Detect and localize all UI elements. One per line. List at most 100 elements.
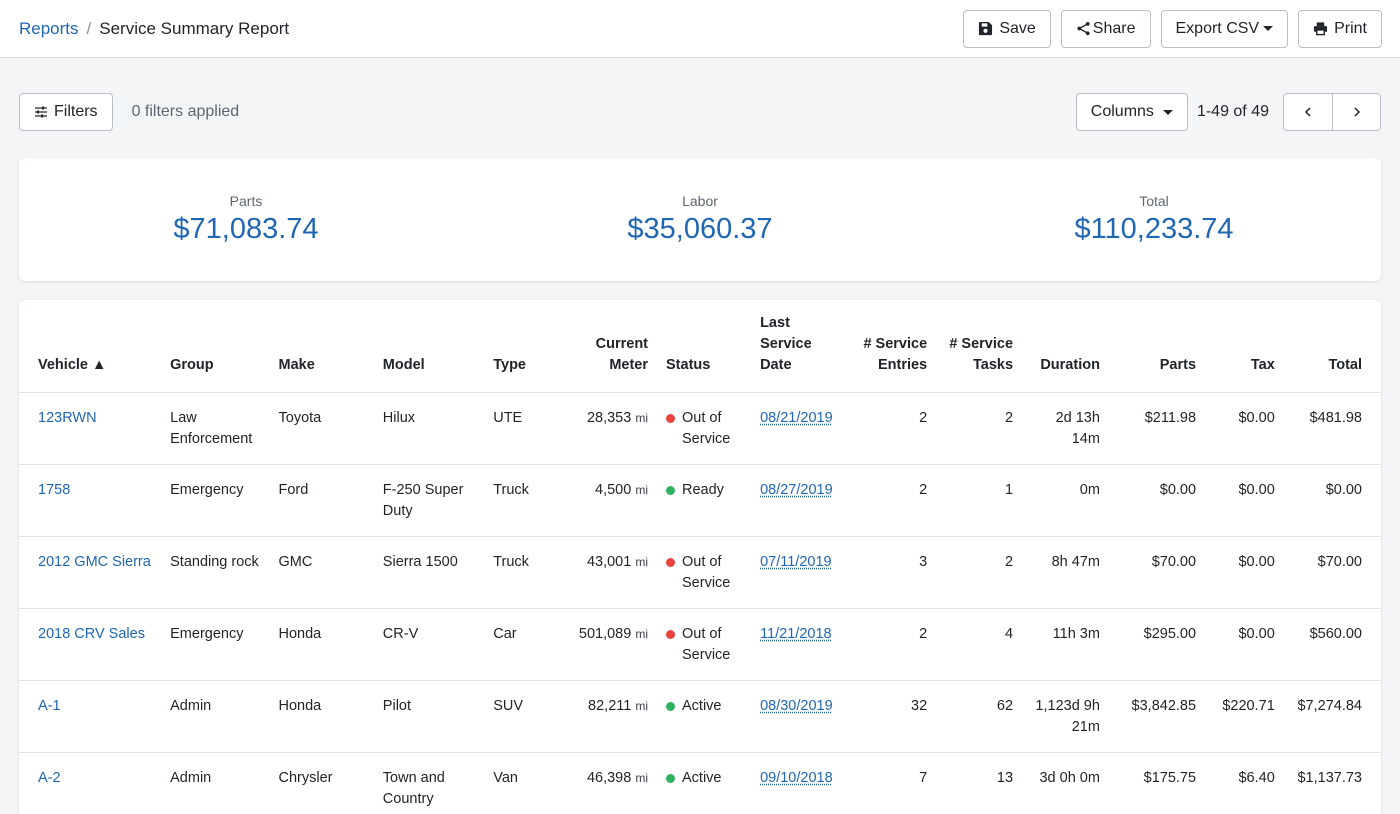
cell-status: Active	[657, 680, 752, 753]
next-page-button[interactable]	[1332, 94, 1380, 130]
column-header-group[interactable]: Group	[161, 300, 270, 393]
last-service-date-link[interactable]: 09/10/2018	[760, 769, 833, 786]
cell-parts: $0.00	[1108, 464, 1206, 537]
table-row[interactable]: 2018 CRV Sales Emergency Honda CR-V Car 501,0…	[19, 608, 1381, 681]
cell-last-service-date: 08/30/2019	[751, 680, 850, 753]
cell-last-service-date: 08/27/2019	[751, 464, 850, 537]
cell-duration: 2d 13h 14m	[1022, 392, 1109, 465]
column-header-current-meter[interactable]: Current Meter	[558, 300, 658, 393]
status-dot-icon	[666, 701, 676, 711]
summary-labor-value: $35,060.37	[627, 213, 773, 245]
print-button[interactable]: Print	[1298, 9, 1382, 48]
table-header-row: Vehicle ▲ Group Make Model Type Current …	[19, 300, 1381, 393]
cell-model: F-250 Super Duty	[373, 464, 485, 537]
vehicle-link[interactable]: A-1	[19, 680, 162, 753]
column-header-tax[interactable]: Tax	[1205, 300, 1284, 393]
last-service-date-link[interactable]: 07/11/2019	[760, 553, 832, 570]
columns-button[interactable]: Columns	[1075, 93, 1188, 131]
summary-parts: Parts $71,083.74	[19, 158, 473, 281]
sliders-icon	[34, 105, 48, 119]
cell-model: Pilot	[373, 680, 485, 753]
column-header-vehicle[interactable]: Vehicle ▲	[19, 300, 162, 393]
last-service-date-link[interactable]: 08/30/2019	[760, 697, 833, 714]
cell-parts: $70.00	[1108, 536, 1206, 609]
column-header-service-tasks[interactable]: # Service Tasks	[936, 300, 1023, 393]
previous-page-button[interactable]	[1284, 94, 1332, 130]
meter-value: 28,353	[586, 409, 632, 426]
vehicle-link[interactable]: 1758	[19, 464, 162, 537]
table-row[interactable]: A-2 Admin Chrysler Town and Country Van 46,39…	[19, 752, 1381, 814]
column-header-type[interactable]: Type	[484, 300, 559, 393]
cell-current-meter: 4,500 mi	[558, 464, 658, 537]
last-service-date-link[interactable]: 08/21/2019	[760, 409, 833, 426]
column-header-duration[interactable]: Duration	[1022, 300, 1109, 393]
meter-value: 501,089	[578, 625, 632, 642]
share-button[interactable]: Share	[1060, 9, 1151, 48]
meter-unit: mi	[635, 410, 649, 425]
table-row[interactable]: 2012 GMC Sierra Standing rock GMC Sierra 15…	[19, 536, 1381, 609]
column-header-model[interactable]: Model	[373, 300, 485, 393]
cell-type: SUV	[484, 680, 559, 753]
status-label: Active	[682, 697, 722, 714]
chevron-right-icon	[1353, 107, 1360, 117]
summary-parts-value: $71,083.74	[173, 213, 319, 245]
cell-service-tasks: 1	[936, 464, 1023, 537]
vehicle-link[interactable]: 2012 GMC Sierra	[19, 536, 162, 609]
filters-button[interactable]: Filters	[19, 93, 113, 131]
status-dot-icon	[666, 485, 676, 495]
save-button[interactable]: Save	[963, 9, 1051, 48]
table-row[interactable]: 123RWN Law Enforcement Toyota Hilux UTE 28,35…	[19, 392, 1381, 465]
cell-make: Toyota	[269, 392, 374, 465]
cell-tax: $0.00	[1205, 536, 1284, 609]
columns-label: Columns	[1090, 103, 1154, 120]
last-service-date-link[interactable]: 11/21/2018	[760, 625, 832, 642]
cell-total: $1,137.73	[1283, 752, 1381, 814]
chevron-down-icon	[1263, 26, 1274, 31]
cell-group: Admin	[161, 752, 270, 814]
vehicle-link[interactable]: 123RWN	[19, 392, 162, 465]
cell-duration: 11h 3m	[1022, 608, 1109, 681]
summary-card: Parts $71,083.74 Labor $35,060.37 Total …	[19, 158, 1381, 281]
column-header-service-entries[interactable]: # Service Entries	[849, 300, 937, 393]
column-header-make[interactable]: Make	[269, 300, 374, 393]
cell-make: GMC	[269, 536, 374, 609]
export-csv-button[interactable]: Export CSV	[1160, 9, 1289, 48]
cell-service-tasks: 62	[936, 680, 1023, 753]
breadcrumb-separator: /	[86, 18, 92, 38]
column-header-status[interactable]: Status	[657, 300, 752, 393]
column-header-parts[interactable]: Parts	[1108, 300, 1206, 393]
cell-parts: $211.98	[1108, 392, 1206, 465]
cell-parts: $175.75	[1108, 752, 1206, 814]
export-csv-label: Export CSV	[1175, 19, 1260, 37]
cell-duration: 3d 0h 0m	[1022, 752, 1109, 814]
meter-unit: mi	[635, 698, 649, 713]
cell-type: Car	[484, 608, 559, 681]
breadcrumb-reports-link[interactable]: Reports	[19, 18, 79, 38]
cell-current-meter: 46,398 mi	[558, 752, 658, 814]
print-label: Print	[1334, 19, 1367, 37]
filters-applied-text: 0 filters applied	[131, 103, 240, 120]
vehicle-link[interactable]: A-2	[19, 752, 162, 814]
cell-status: Ready	[657, 464, 752, 537]
cell-parts: $295.00	[1108, 608, 1206, 681]
table-row[interactable]: 1758 Emergency Ford F-250 Super Duty Truck 4,…	[19, 464, 1381, 537]
cell-total: $7,274.84	[1283, 680, 1381, 753]
header-actions: Save Share Export CSV Print	[963, 9, 1382, 48]
cell-model: Hilux	[373, 392, 485, 465]
floppy-disk-icon	[978, 21, 993, 36]
pagination	[1283, 93, 1381, 131]
service-summary-table: Vehicle ▲ Group Make Model Type Current …	[19, 300, 1381, 814]
cell-total: $481.98	[1283, 392, 1381, 465]
last-service-date-link[interactable]: 08/27/2019	[760, 481, 833, 498]
column-header-total[interactable]: Total	[1283, 300, 1381, 393]
vehicle-link[interactable]: 2018 CRV Sales	[19, 608, 162, 681]
summary-parts-label: Parts	[229, 193, 263, 209]
column-header-last-service-date[interactable]: Last Service Date	[751, 300, 850, 393]
cell-last-service-date: 11/21/2018	[751, 608, 850, 681]
cell-current-meter: 43,001 mi	[558, 536, 658, 609]
status-label: Out of Service	[682, 625, 731, 663]
table-row[interactable]: A-1 Admin Honda Pilot SUV 82,211 mi Active 08/3…	[19, 680, 1381, 753]
cell-duration: 8h 47m	[1022, 536, 1109, 609]
cell-tax: $0.00	[1205, 392, 1284, 465]
cell-current-meter: 82,211 mi	[558, 680, 658, 753]
